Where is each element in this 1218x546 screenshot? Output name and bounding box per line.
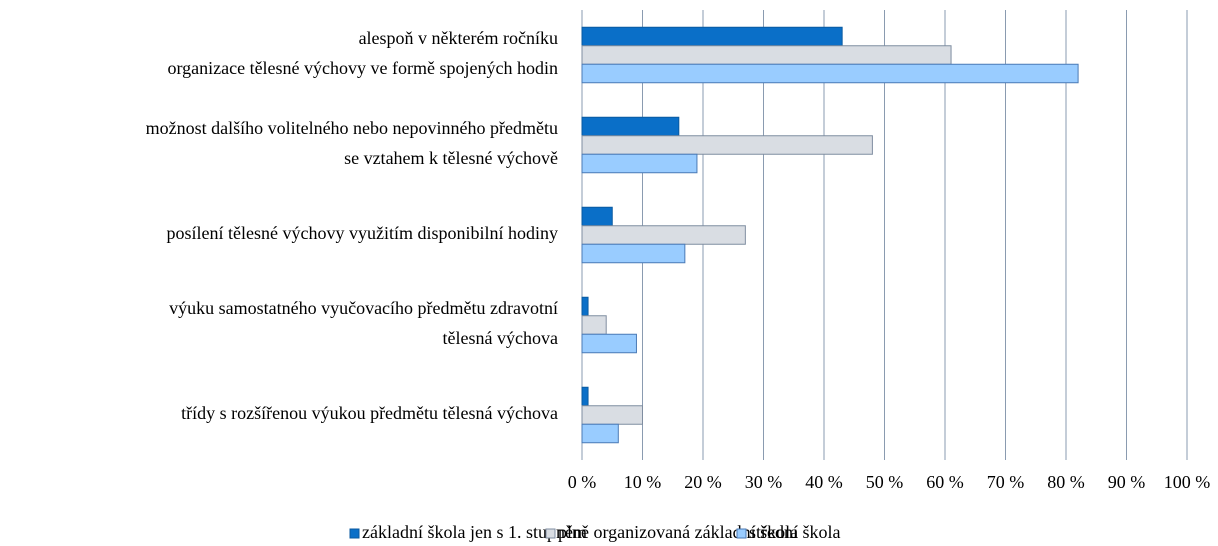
- legend-swatch: [545, 528, 556, 539]
- y-tick-label: tělesná výchova: [443, 328, 558, 348]
- x-tick-label: 30 %: [745, 472, 783, 492]
- y-tick-label: organizace tělesné výchovy ve formě spoj…: [167, 58, 558, 78]
- x-tick-label: 70 %: [987, 472, 1025, 492]
- bar: [581, 135, 873, 155]
- x-tick-label: 90 %: [1108, 472, 1146, 492]
- legend-label: základní škola jen s 1. stupněm: [362, 522, 587, 542]
- x-tick-label: 20 %: [684, 472, 722, 492]
- x-tick-label: 100 %: [1164, 472, 1211, 492]
- legend-swatch: [736, 528, 747, 539]
- bar: [581, 153, 698, 174]
- y-tick-label: výuku samostatného vyučovacího předmětu …: [169, 298, 558, 318]
- bar: [581, 63, 1079, 84]
- x-tick-label: 60 %: [926, 472, 964, 492]
- x-tick-label: 0 %: [568, 472, 597, 492]
- legend-swatch: [349, 528, 360, 539]
- bar: [581, 116, 680, 137]
- legend-label: střední škola: [749, 522, 841, 542]
- y-tick-label: se vztahem k tělesné výchově: [344, 148, 558, 168]
- bar: [581, 423, 619, 444]
- y-tick-label: alespoň v některém ročníku: [359, 28, 558, 48]
- bar: [581, 405, 643, 425]
- bar: [581, 315, 607, 335]
- x-tick-label: 50 %: [866, 472, 904, 492]
- bar: [581, 296, 589, 317]
- x-tick-label: 80 %: [1047, 472, 1085, 492]
- bar: [581, 333, 637, 354]
- bar: [581, 26, 843, 47]
- bar: [581, 206, 613, 227]
- y-tick-label: posílení tělesné výchovy využitím dispon…: [167, 223, 558, 243]
- x-tick-label: 10 %: [624, 472, 662, 492]
- bar: [581, 243, 686, 264]
- y-tick-label: možnost dalšího volitelného nebo nepovin…: [146, 118, 558, 138]
- bar: [581, 225, 746, 245]
- x-tick-label: 40 %: [805, 472, 843, 492]
- bar: [581, 45, 952, 65]
- bar: [581, 386, 589, 407]
- y-tick-label: třídy s rozšířenou výukou předmětu těles…: [181, 403, 558, 423]
